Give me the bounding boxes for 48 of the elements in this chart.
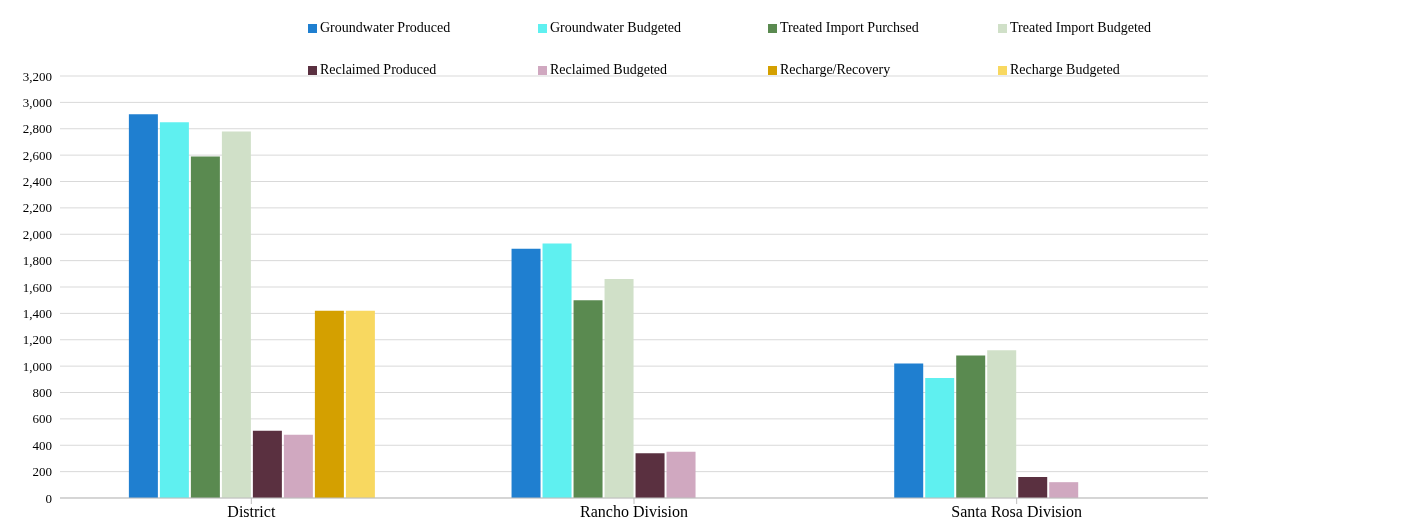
y-tick-label: 2,600 (22, 147, 52, 163)
y-tick-label: 1,200 (22, 332, 52, 348)
legend-label: Treated Import Purchsed (779, 20, 920, 36)
y-tick-label: 1,800 (22, 253, 52, 269)
bar (1049, 482, 1079, 498)
bar (314, 310, 344, 498)
bar (573, 300, 603, 498)
legend-label: Reclaimed Budgeted (549, 62, 669, 78)
y-tick-label: 3,000 (22, 94, 52, 110)
bar (345, 310, 375, 498)
legend-label: Groundwater Produced (319, 20, 452, 36)
y-tick-label: 400 (32, 437, 52, 453)
y-tick-label: 2,400 (22, 174, 52, 190)
bar (283, 434, 313, 498)
bar (511, 248, 541, 498)
y-tick-label: 200 (32, 464, 52, 480)
legend-label: Reclaimed Produced (319, 62, 438, 78)
bar (894, 363, 924, 498)
y-tick-label: 3,200 (22, 68, 52, 84)
bar (542, 243, 572, 498)
legend-label: Recharge Budgeted (1009, 62, 1121, 78)
x-tick-label: Santa Rosa Division (951, 503, 1082, 521)
bar (666, 451, 696, 498)
bar (925, 377, 955, 498)
y-tick-label: 1,000 (22, 358, 52, 374)
y-tick-label: 2,000 (22, 226, 52, 242)
x-tick-label: District (227, 503, 276, 521)
bar (128, 114, 158, 498)
bar (987, 350, 1017, 498)
bar (956, 355, 986, 498)
y-tick-label: 1,600 (22, 279, 52, 295)
y-tick-label: 0 (45, 490, 52, 506)
legend-label: Treated Import Budgeted (1009, 20, 1152, 36)
y-tick-label: 2,200 (22, 200, 52, 216)
bar (604, 279, 634, 498)
legend-label: Recharge/Recovery (779, 62, 892, 78)
y-tick-label: 800 (32, 385, 52, 401)
bar (221, 131, 251, 498)
legend-label: Groundwater Budgeted (549, 20, 683, 36)
y-tick-label: 2,800 (22, 121, 52, 137)
x-tick-label: Rancho Division (580, 503, 688, 521)
bar (190, 156, 220, 498)
y-tick-label: 1,400 (22, 305, 52, 321)
bar (159, 122, 189, 498)
bar (252, 430, 282, 498)
bar (1018, 476, 1048, 498)
bar (635, 453, 665, 498)
y-tick-label: 600 (32, 411, 52, 427)
